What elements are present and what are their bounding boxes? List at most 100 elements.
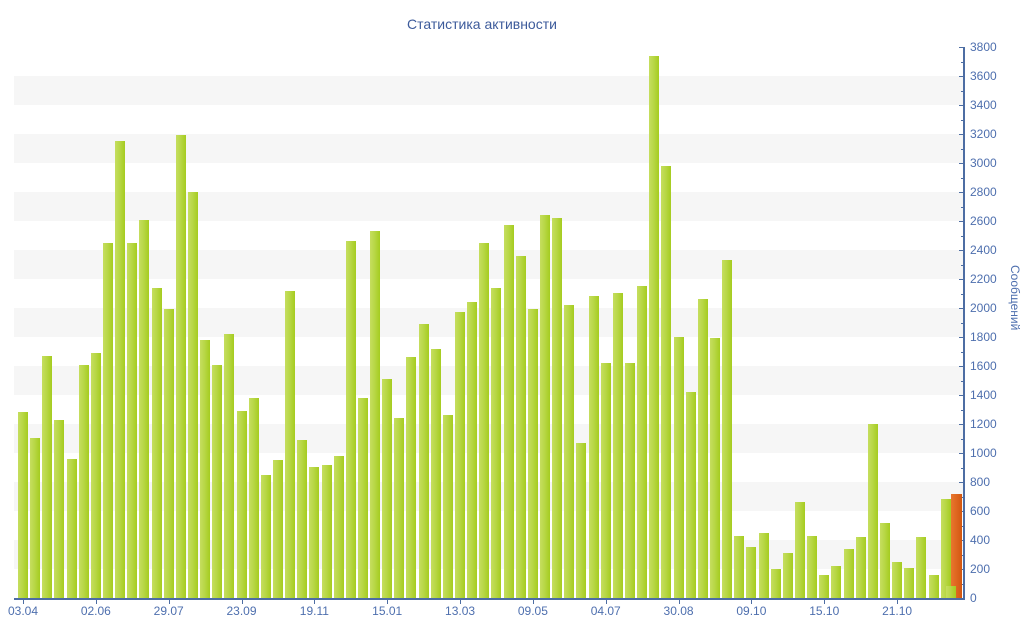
x-axis-tick [460,600,462,604]
activity-bar [746,547,757,598]
y-axis-tick-label: 2600 [970,214,997,228]
y-axis-minor-tick [961,235,964,237]
y-axis-tick [959,250,965,251]
y-axis-tick-label: 1800 [970,330,997,344]
background-stripe [14,134,963,163]
y-axis-minor-tick [961,293,964,295]
activity-bar [394,418,405,598]
background-stripe [14,192,963,221]
activity-bar [588,296,599,598]
x-axis-tick [314,600,316,604]
y-axis-tick [959,482,965,483]
activity-bar [940,499,951,598]
y-axis-tick-label: 1200 [970,417,997,431]
y-axis-tick [959,308,965,309]
activity-bar [309,467,320,598]
x-axis-tick-label: 19.11 [299,604,329,618]
activity-bar [916,537,927,598]
activity-bar [734,536,745,598]
activity-bar [576,443,587,598]
y-axis-tick [959,163,965,164]
activity-bar [612,293,623,598]
activity-bar [794,502,805,598]
activity-bar [600,363,611,598]
x-axis-tick-label: 23.09 [226,604,257,618]
activity-bar [430,349,441,598]
activity-bar [175,135,186,598]
activity-bar [78,365,89,598]
activity-bar [625,363,635,598]
activity-bar [200,340,211,598]
activity-bar [18,412,28,598]
x-axis-tick [751,600,753,604]
activity-bar [285,291,296,598]
y-axis-tick-label: 400 [970,533,991,547]
activity-bar [467,302,478,598]
background-stripe [14,105,963,134]
activity-bar [102,243,113,598]
x-axis-tick-label: 13.03 [445,604,476,618]
y-axis-minor-tick [961,438,964,440]
x-axis-tick-label: 29.07 [153,604,184,618]
x-axis-tick-label: 15.01 [372,604,403,618]
y-axis-minor-tick [961,61,964,63]
activity-bar [248,398,259,598]
activity-bar [479,243,490,598]
activity-bar [637,286,648,598]
y-axis-minor-tick [961,380,964,382]
x-axis-tick [241,600,243,604]
y-axis-tick-label: 200 [970,562,991,576]
activity-bar [345,241,356,598]
activity-bar [758,533,769,598]
activity-bar [697,299,708,598]
activity-bar [236,411,247,598]
activity-bar [892,562,903,598]
y-axis-minor-tick [961,554,964,556]
y-axis-tick-label: 1000 [970,446,997,460]
activity-bar [709,338,720,598]
activity-bar [685,392,696,598]
y-axis-minor-tick [961,264,964,266]
activity-bar [503,225,514,598]
y-axis-minor-tick [961,467,964,469]
y-axis-tick [959,424,965,425]
activity-bar [115,141,126,598]
y-axis-tick-label: 1600 [970,359,997,373]
x-axis-tick-label: 02.06 [80,604,111,618]
activity-bar [879,523,890,598]
y-axis-tick-label: 2400 [970,243,997,257]
y-axis-tick-label: 3400 [970,98,997,112]
activity-bar [455,312,466,598]
activity-bar [904,568,915,598]
activity-bar [418,324,429,598]
activity-bar [406,357,417,598]
activity-bar [163,309,174,598]
activity-bar [843,549,854,598]
activity-bar [831,566,842,598]
chart-title: Статистика активности [407,16,557,32]
x-axis-tick-label: 03.04 [7,604,39,618]
activity-bar [552,218,563,598]
y-axis-tick [959,47,965,48]
x-axis-tick [95,600,97,604]
y-axis-minor-tick [961,148,964,150]
y-axis-tick-label: 2000 [970,301,997,315]
y-axis-tick [959,279,965,280]
y-axis-tick-label: 3200 [970,127,997,141]
y-axis-tick [959,453,965,454]
activity-bar [90,353,101,598]
y-axis-minor-tick [961,583,964,585]
activity-bar [649,56,660,598]
y-axis-minor-tick [961,496,964,498]
y-axis-tick-label: 800 [970,475,991,489]
activity-bar [272,460,283,598]
activity-bar [782,553,793,598]
background-stripe [14,76,963,105]
activity-bar [770,569,781,598]
y-axis-tick-label: 2800 [970,185,997,199]
y-axis-minor-tick [961,322,964,324]
activity-bar [491,288,502,598]
activity-bar [54,420,65,598]
plot-area [14,47,965,600]
y-axis-tick [959,337,965,338]
